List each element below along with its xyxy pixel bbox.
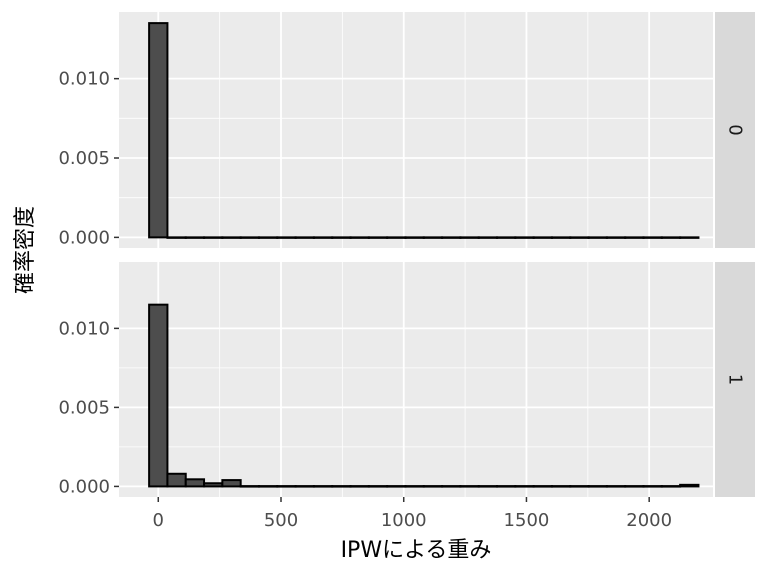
histogram-bar: [203, 482, 224, 488]
x-tick-label: 0: [153, 510, 164, 531]
y-axis-title: 確率密度: [13, 206, 38, 294]
facet-strip-label: 1: [725, 374, 746, 385]
histogram-bar: [605, 236, 627, 239]
x-tick-label: 2000: [626, 510, 672, 531]
histogram-bar: [221, 479, 242, 488]
y-tick-label: 0.010: [58, 69, 110, 90]
histogram-bar: [422, 236, 444, 239]
histogram-bar: [441, 236, 462, 239]
histogram-bar: [257, 485, 279, 488]
histogram-bar: [550, 236, 572, 239]
histogram-bar: [587, 236, 608, 239]
histogram-bar: [184, 478, 206, 488]
histogram-bar: [477, 236, 499, 239]
y-tick-label: 0.000: [58, 227, 110, 248]
histogram-bar: [184, 236, 206, 239]
histogram-bar: [312, 485, 334, 488]
y-tick-label: 0.005: [58, 397, 110, 418]
x-axis-title: IPWによる重み: [341, 538, 492, 563]
histogram-bar: [514, 236, 535, 239]
panels-layer: 0.000 0.005 0.010 0 0.000 0.005 0.010 1: [58, 12, 755, 497]
histogram-bar: [312, 236, 334, 239]
histogram-bar: [642, 485, 663, 488]
histogram-bar: [276, 236, 297, 239]
histogram-bar: [679, 236, 700, 239]
y-tick-label: 0.005: [58, 148, 110, 169]
histogram-bar: [386, 236, 407, 239]
histogram-bar: [349, 236, 370, 239]
histogram-bar: [331, 485, 352, 488]
histogram-bar: [550, 485, 572, 488]
facet-strip-label: 0: [725, 124, 746, 135]
histogram-bar: [569, 236, 590, 239]
histogram-bar: [660, 236, 682, 239]
panel-background: [119, 12, 713, 248]
histogram-bar: [166, 236, 187, 239]
y-tick-label: 0.000: [58, 476, 110, 497]
x-tick-label: 1000: [381, 510, 427, 531]
histogram-bar: [624, 485, 645, 488]
histogram-bar: [605, 485, 627, 488]
histogram-bar: [367, 236, 389, 239]
histogram-bar: [477, 485, 499, 488]
histogram-bar: [624, 236, 645, 239]
panel-1: 0.000 0.005 0.010 1: [58, 262, 755, 497]
histogram-bar: [459, 485, 480, 488]
histogram-bar: [331, 236, 352, 239]
histogram-bar: [203, 236, 224, 239]
y-tick-label: 0.010: [58, 318, 110, 339]
histogram-bar: [221, 236, 242, 239]
panel-background: [119, 262, 713, 497]
histogram-bar: [386, 485, 407, 488]
histogram-bar: [496, 485, 517, 488]
histogram-bar: [239, 236, 260, 239]
x-axis: 0 500 1000 1500 2000: [153, 497, 672, 531]
histogram-bar: [294, 236, 315, 239]
histogram-bar: [239, 485, 260, 488]
histogram-bar: [148, 303, 169, 488]
panel-0: 0.000 0.005 0.010 0: [58, 12, 755, 248]
histogram-bar: [404, 236, 425, 239]
histogram-bar: [660, 485, 682, 488]
histogram-bar: [642, 236, 663, 239]
histogram-bar: [166, 472, 187, 488]
histogram-bar: [441, 485, 462, 488]
histogram-bar: [367, 485, 389, 488]
histogram-bar: [569, 485, 590, 488]
facet-strip: [715, 262, 755, 497]
histogram-bar: [148, 22, 169, 239]
histogram-bar: [422, 485, 444, 488]
facet-strip: [715, 12, 755, 248]
histogram-bar: [276, 485, 297, 488]
histogram-bar: [294, 485, 315, 488]
histogram-bar: [257, 236, 279, 239]
histogram-bar: [532, 485, 553, 488]
histogram-bar: [532, 236, 553, 239]
x-tick-label: 1500: [504, 510, 550, 531]
histogram-bar: [679, 483, 700, 488]
histogram-bar: [514, 485, 535, 488]
histogram-bar: [496, 236, 517, 239]
histogram-bar: [459, 236, 480, 239]
histogram-bar: [587, 485, 608, 488]
x-tick-label: 500: [264, 510, 298, 531]
histogram-bar: [349, 485, 370, 488]
histogram-bar: [404, 485, 425, 488]
